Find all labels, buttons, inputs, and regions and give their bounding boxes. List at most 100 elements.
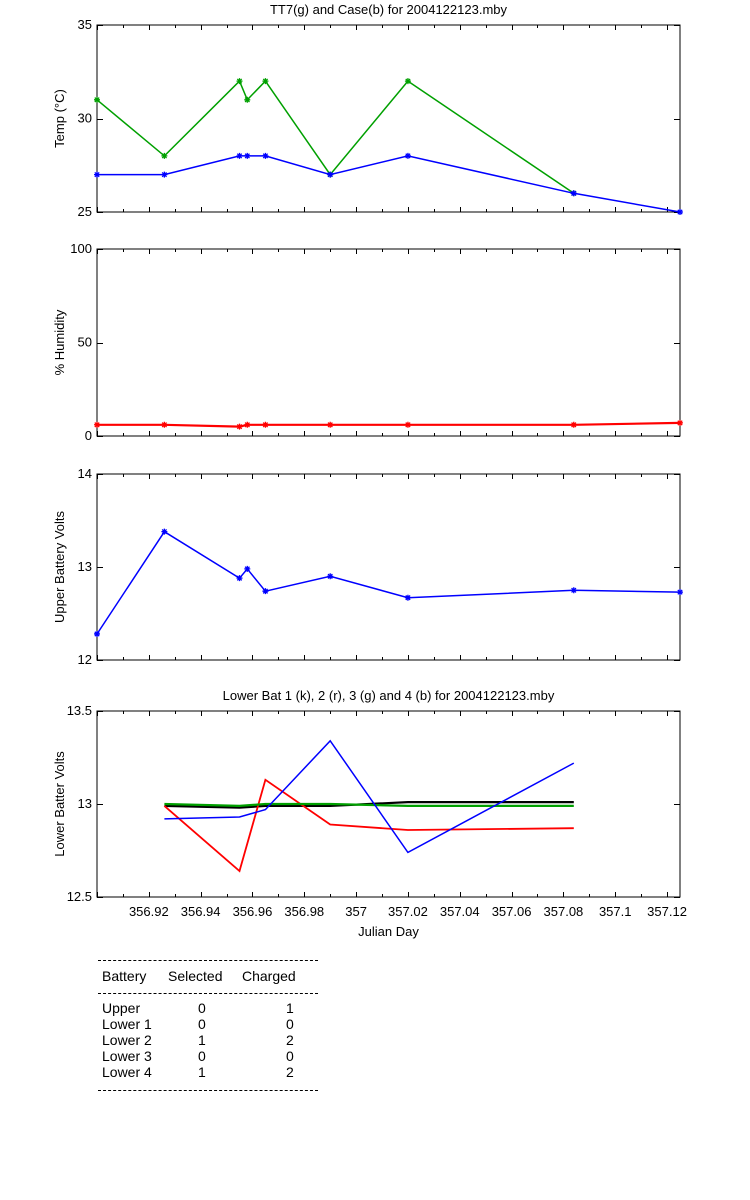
selected-value: 1 [198, 1032, 206, 1048]
data-point [94, 421, 100, 428]
y-tick-label: 30 [78, 111, 92, 126]
charged-value: 1 [286, 1000, 294, 1016]
data-point [570, 190, 577, 197]
charged-value: 0 [286, 1048, 294, 1064]
y-tick-label: 12.5 [67, 889, 92, 904]
data-point [677, 419, 683, 426]
data-point [677, 209, 683, 215]
data-point [677, 589, 683, 596]
data-point [236, 575, 243, 582]
series-line [96, 79, 575, 194]
x-tick-label: 357.12 [647, 904, 687, 919]
table-row: Lower 1 0 0 [98, 1016, 318, 1032]
x-tick-label: 356.98 [284, 904, 324, 919]
data-point [94, 96, 100, 103]
data-point [94, 171, 100, 178]
x-tick-label: 357.1 [599, 904, 632, 919]
series-line [97, 421, 681, 428]
table-divider-top [98, 960, 318, 961]
y-tick-label: 100 [70, 241, 92, 256]
y-axis-label: Temp (°C) [52, 89, 67, 148]
data-point [236, 78, 243, 85]
x-tick-label: 357.04 [440, 904, 480, 919]
series-line [96, 530, 681, 635]
data-point [94, 630, 100, 637]
chart-title: TT7(g) and Case(b) for 2004122123.mby [270, 2, 508, 17]
data-point [327, 171, 334, 178]
selected-value: 0 [198, 1000, 206, 1016]
y-tick-label: 35 [78, 17, 92, 32]
data-point [236, 423, 243, 430]
data-point [404, 78, 411, 85]
data-point [244, 96, 251, 103]
charged-value: 0 [286, 1016, 294, 1032]
y-tick-label: 13.5 [67, 703, 92, 718]
y-tick-label: 13 [78, 796, 92, 811]
data-point [262, 78, 269, 85]
table-row: Lower 4 1 2 [98, 1064, 318, 1080]
battery-name: Lower 2 [102, 1032, 152, 1048]
header-selected: Selected [168, 968, 223, 984]
selected-value: 1 [198, 1064, 206, 1080]
data-point [262, 152, 269, 159]
plot-frame [96, 248, 681, 437]
header-battery: Battery [102, 968, 147, 984]
table-row: Lower 3 0 0 [98, 1048, 318, 1064]
x-tick-label: 356.96 [233, 904, 273, 919]
charged-value: 2 [286, 1032, 294, 1048]
table-row: Upper 0 1 [98, 1000, 318, 1016]
x-tick-label: 357 [345, 904, 367, 919]
battery-name: Lower 3 [102, 1048, 152, 1064]
table-divider-bottom [98, 1090, 318, 1091]
data-point [327, 573, 334, 580]
series-line [164, 802, 574, 808]
x-axis-label: Julian Day [358, 924, 419, 939]
y-tick-label: 25 [78, 204, 92, 219]
x-tick-label: 357.02 [388, 904, 428, 919]
series-line [163, 778, 574, 873]
y-axis-label: Lower Batter Volts [52, 751, 67, 857]
plot-frame [96, 473, 681, 661]
table-divider-middle [98, 993, 318, 994]
table-header-row: Battery Selected Charged [98, 967, 318, 985]
data-point [244, 565, 251, 572]
x-tick-label: 357.08 [544, 904, 584, 919]
y-tick-label: 13 [78, 559, 92, 574]
y-axis-label: % Humidity [52, 309, 67, 375]
data-point [327, 421, 334, 428]
y-tick-label: 50 [78, 335, 92, 350]
selected-value: 0 [198, 1016, 206, 1032]
data-point [570, 421, 577, 428]
battery-name: Upper [102, 1000, 141, 1016]
y-tick-label: 0 [85, 428, 92, 443]
x-tick-label: 356.94 [181, 904, 221, 919]
data-point [161, 171, 168, 178]
data-point [244, 152, 251, 159]
data-point [236, 152, 243, 159]
header-charged: Charged [242, 968, 296, 984]
charged-value: 2 [286, 1064, 294, 1080]
data-point [161, 421, 168, 428]
battery-name: Lower 4 [102, 1064, 152, 1080]
data-point [404, 594, 411, 601]
x-tick-label: 356.92 [129, 904, 169, 919]
x-tick-label: 357.06 [492, 904, 532, 919]
chart-title: Lower Bat 1 (k), 2 (r), 3 (g) and 4 (b) … [223, 688, 555, 703]
series-line [97, 155, 681, 213]
y-tick-label: 14 [78, 466, 92, 481]
data-point [244, 421, 251, 428]
battery-name: Lower 1 [102, 1016, 152, 1032]
y-axis-label: Upper Battery Volts [52, 511, 67, 623]
data-point [404, 152, 411, 159]
table-row: Lower 2 1 2 [98, 1032, 318, 1048]
y-tick-label: 12 [78, 652, 92, 667]
battery-table: Battery Selected Charged Upper 0 1 Lower… [98, 960, 318, 1091]
data-point [161, 152, 168, 159]
selected-value: 0 [198, 1048, 206, 1064]
data-point [262, 588, 269, 595]
series-line [164, 739, 575, 854]
data-point [262, 421, 269, 428]
data-point [161, 528, 168, 535]
data-point [404, 421, 411, 428]
